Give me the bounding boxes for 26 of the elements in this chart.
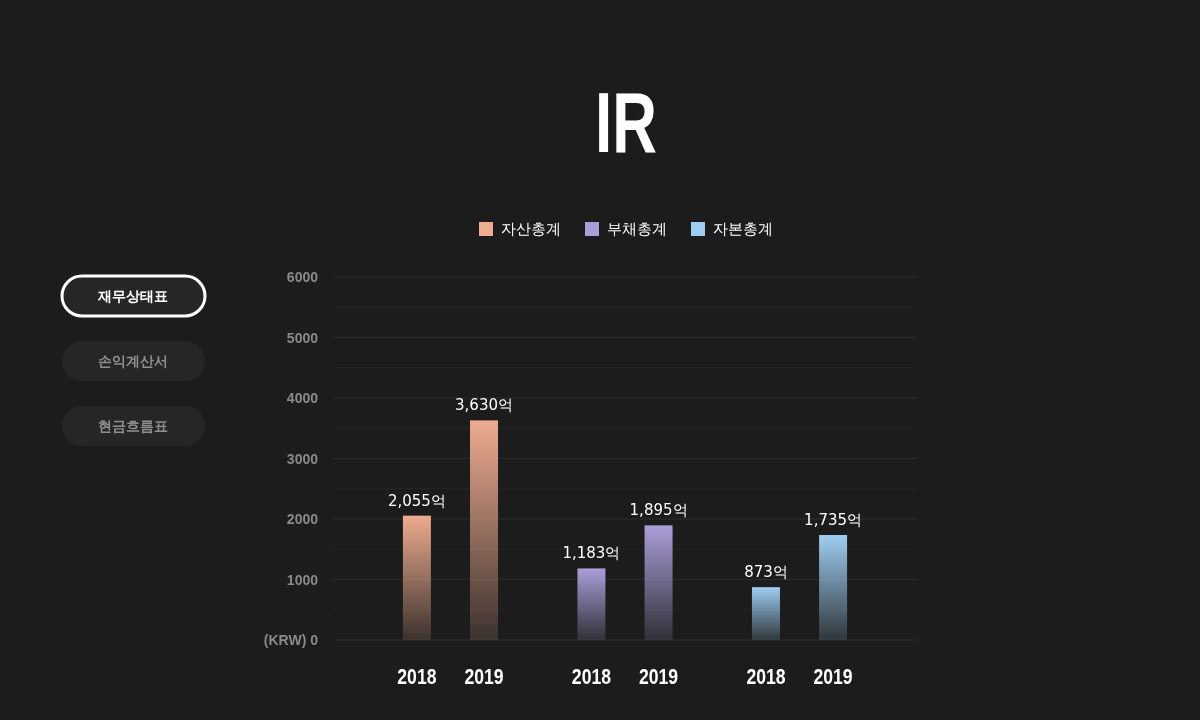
legend-label: 부채총계 xyxy=(607,220,667,238)
x-tick-label: 2018 xyxy=(746,664,786,689)
legend-label: 자산총계 xyxy=(501,220,561,238)
x-tick-label: 2018 xyxy=(571,664,611,689)
data-label: 3,630억 xyxy=(455,396,514,415)
y-tick-label: 2000 xyxy=(286,511,319,527)
x-tick-label: 2019 xyxy=(639,664,679,689)
data-label: 1,895억 xyxy=(629,501,688,520)
legend-label: 자본총계 xyxy=(713,220,773,238)
y-tick-label: 1000 xyxy=(286,571,319,588)
x-tick-label: 2019 xyxy=(813,664,853,689)
data-label: 1,183억 xyxy=(562,544,621,563)
data-label: 2,055억 xyxy=(387,491,446,510)
y-tick-label: (KRW) 0 xyxy=(263,632,319,648)
y-tick-label: 6000 xyxy=(286,269,319,285)
x-tick-label: 2018 xyxy=(397,664,437,689)
data-label: 1,735억 xyxy=(804,511,863,530)
x-tick-label: 2019 xyxy=(464,664,504,689)
text: 재무상태표 xyxy=(97,288,168,304)
text: 손익계산서 xyxy=(98,353,168,369)
y-tick-label: 5000 xyxy=(286,329,319,346)
text: 현금흐름표 xyxy=(98,418,168,434)
chart-title: IR xyxy=(595,73,657,171)
y-tick-label: 4000 xyxy=(286,390,319,406)
y-tick-label: 3000 xyxy=(286,450,319,467)
data-label: 873억 xyxy=(744,563,788,582)
